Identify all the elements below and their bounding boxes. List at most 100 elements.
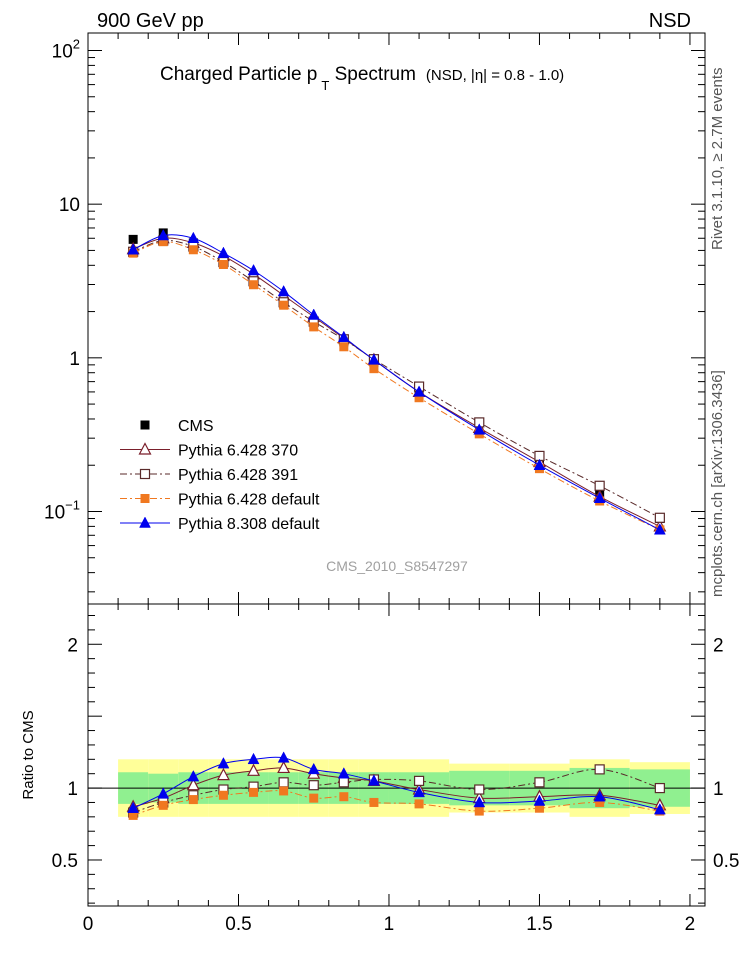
ratio-series-3 — [127, 751, 666, 815]
title-subscript: T — [321, 78, 329, 93]
ratio-data-point — [653, 803, 666, 815]
main-data-point — [414, 393, 424, 403]
ratio-data-point — [533, 794, 546, 806]
main-data-point — [653, 523, 666, 535]
main-data-point — [218, 259, 228, 269]
main-data-point — [127, 243, 140, 255]
ratio-data-point — [339, 792, 349, 802]
legend-label: Pythia 8.308 default — [178, 516, 320, 533]
ratio-y-tick-label-right: 1 — [713, 779, 724, 800]
tick-base: 10 — [52, 42, 73, 63]
main-data-point — [369, 364, 379, 374]
main-y-tick-label: 1 — [69, 349, 80, 370]
main-data-point — [277, 285, 290, 297]
main-data-point — [158, 237, 168, 247]
ratio-data-point — [534, 777, 545, 788]
ratio-data-point — [187, 770, 200, 782]
main-data-point — [217, 246, 230, 258]
ratio-data-point — [474, 806, 484, 816]
main-data-point — [249, 280, 259, 290]
ratio-data-point — [307, 762, 320, 775]
legend-entry: Pythia 8.308 default — [120, 516, 320, 533]
tick-exponent: −1 — [65, 497, 80, 512]
ratio-data-point — [595, 797, 605, 807]
main-data-point — [593, 491, 606, 503]
legend-entry: Pythia 6.428 370 — [120, 442, 298, 460]
ratio-data-point — [128, 810, 138, 820]
legend-marker — [139, 468, 151, 480]
ratio-y-tick-label: 0.5 — [52, 851, 78, 872]
ratio-data-point — [338, 777, 349, 788]
title-note: (NSD, |η| = 0.8 - 1.0) — [426, 67, 564, 84]
ratio-data-point — [593, 790, 606, 802]
ratio-data-point — [279, 786, 289, 796]
main-data-point — [337, 330, 350, 343]
ratio-data-point — [218, 790, 228, 800]
main-y-tick-label: 102 — [52, 37, 80, 63]
tick-base: 10 — [44, 502, 65, 523]
legend-label: Pythia 6.428 370 — [178, 443, 298, 460]
main-data-point — [247, 263, 260, 276]
ratio-data-point — [308, 780, 319, 791]
legend-entry: CMS — [140, 418, 214, 435]
legend-label: CMS — [178, 418, 214, 435]
title-rest-text: Spectrum — [329, 64, 416, 85]
x-tick-label: 2 — [685, 914, 696, 935]
ratio-frame — [87, 603, 706, 907]
main-series-4 — [127, 228, 666, 535]
x-tick-label: 0 — [83, 914, 94, 935]
tick-base: 1 — [69, 349, 80, 370]
ratio-data-point — [247, 752, 260, 765]
ratio-data-point — [309, 793, 319, 803]
main-y-tick-label: 10−1 — [44, 497, 80, 523]
main-data-point — [339, 342, 349, 352]
main-data-point — [187, 231, 200, 244]
ratio-ylabel: Ratio to CMS — [20, 710, 37, 799]
ratio-data-point — [278, 777, 289, 788]
legend-marker — [139, 516, 151, 528]
rivet-label: Rivet 3.1.10, ≥ 2.7M events — [709, 68, 726, 251]
ratio-data-point — [157, 787, 170, 799]
mcplots-label: mcplots.cern.ch [arXiv:1306.3436] — [709, 370, 726, 597]
ratio-data-point — [337, 767, 350, 779]
ratio-data-point — [247, 763, 261, 776]
ratio-data-point — [413, 775, 425, 786]
legend-label: Pythia 6.428 391 — [178, 467, 298, 484]
ratio-data-point — [534, 803, 544, 813]
main-data-point — [413, 385, 425, 397]
legend: CMS Pythia 6.428 370 Pythia 6.428 391 Pythi… — [120, 418, 320, 533]
ratio-data-point — [594, 764, 605, 775]
x-tick-label: 0.5 — [225, 914, 251, 935]
main-data-point — [594, 480, 605, 491]
ratio-data-point — [188, 795, 198, 805]
ratio-data-point — [654, 782, 665, 794]
legend-entry: Pythia 6.428 default — [120, 492, 320, 509]
main-data-point — [473, 423, 486, 435]
ratio-data-point — [414, 799, 424, 809]
tick-base: 10 — [59, 195, 80, 216]
main-data-point — [654, 512, 665, 523]
ratio-data-point — [217, 757, 230, 769]
ratio-data-point — [473, 795, 486, 808]
ratio-data-point — [127, 801, 140, 813]
legend-marker — [140, 420, 150, 430]
main-data-point — [368, 353, 380, 365]
main-data-point — [279, 300, 289, 310]
ratio-data-point — [186, 777, 200, 791]
main-data-point — [188, 245, 198, 255]
main-data-point — [157, 228, 170, 241]
legend-marker — [140, 494, 150, 503]
main-data-point — [533, 458, 546, 470]
main-title: Charged Particle p T Spectrum (NSD, |η| = … — [160, 64, 564, 93]
legend-entry: Pythia 6.428 391 — [120, 467, 298, 484]
ratio-data-point — [474, 784, 485, 795]
x-tick-label: 1 — [384, 914, 395, 935]
main-series-group — [126, 228, 667, 535]
x-tick-label: 1.5 — [526, 914, 552, 935]
ratio-y-tick-label-right: 2 — [713, 635, 724, 656]
main-data-point — [307, 308, 320, 320]
